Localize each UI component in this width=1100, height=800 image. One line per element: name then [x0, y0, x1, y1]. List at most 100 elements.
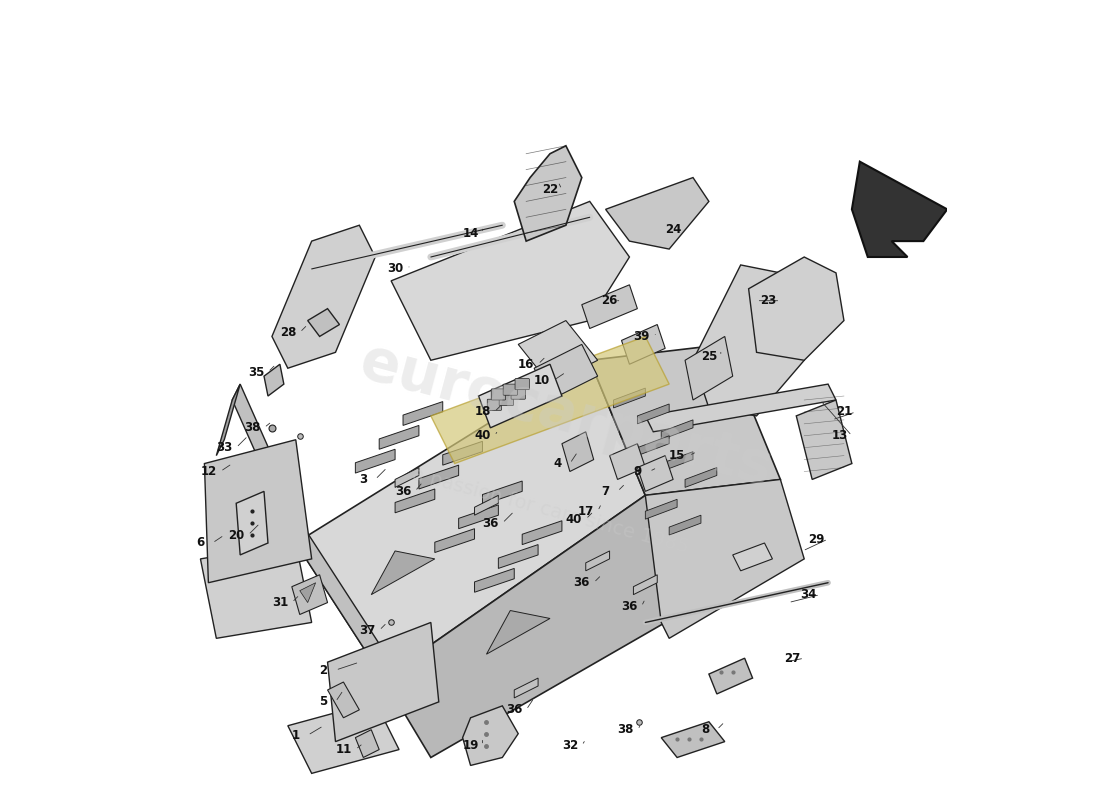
Polygon shape	[515, 146, 582, 241]
Polygon shape	[586, 551, 609, 571]
Polygon shape	[272, 226, 375, 368]
Text: 23: 23	[760, 294, 777, 307]
Text: 36: 36	[482, 517, 498, 530]
Polygon shape	[606, 178, 708, 249]
Text: 36: 36	[621, 600, 638, 613]
Polygon shape	[637, 404, 669, 424]
Text: 2: 2	[319, 664, 328, 677]
Polygon shape	[434, 529, 474, 553]
Text: 34: 34	[800, 588, 816, 601]
Polygon shape	[518, 321, 597, 384]
Polygon shape	[661, 420, 693, 440]
Polygon shape	[693, 265, 804, 416]
Polygon shape	[515, 678, 538, 698]
Polygon shape	[264, 364, 284, 396]
Text: 12: 12	[200, 465, 217, 478]
Polygon shape	[328, 682, 360, 718]
Text: a passion for cars since 1985: a passion for cars since 1985	[409, 465, 691, 558]
Text: 31: 31	[272, 596, 288, 609]
Polygon shape	[669, 515, 701, 535]
Polygon shape	[646, 499, 678, 519]
Polygon shape	[474, 569, 515, 592]
Polygon shape	[372, 551, 434, 594]
Text: 29: 29	[808, 533, 824, 546]
Polygon shape	[590, 344, 780, 495]
Text: 18: 18	[474, 406, 491, 418]
Text: 8: 8	[701, 723, 710, 736]
Text: 21: 21	[836, 406, 852, 418]
FancyBboxPatch shape	[503, 384, 517, 395]
Polygon shape	[392, 202, 629, 360]
Text: 36: 36	[506, 703, 522, 716]
FancyBboxPatch shape	[499, 394, 514, 406]
Polygon shape	[308, 309, 340, 337]
Polygon shape	[205, 440, 311, 582]
Text: 4: 4	[553, 457, 562, 470]
Text: 38: 38	[244, 422, 261, 434]
Text: 5: 5	[319, 695, 328, 708]
Text: 37: 37	[360, 624, 375, 637]
Text: 20: 20	[228, 529, 244, 542]
Text: 27: 27	[784, 652, 801, 665]
FancyBboxPatch shape	[492, 389, 506, 400]
Text: 19: 19	[462, 739, 478, 752]
Polygon shape	[609, 444, 646, 479]
Text: 17: 17	[578, 505, 594, 518]
Polygon shape	[296, 360, 646, 678]
Polygon shape	[661, 722, 725, 758]
Polygon shape	[582, 285, 637, 329]
Text: 40: 40	[565, 513, 582, 526]
Text: 6: 6	[196, 537, 205, 550]
Polygon shape	[419, 465, 459, 489]
Text: 38: 38	[617, 723, 634, 736]
Polygon shape	[474, 495, 498, 515]
Text: 35: 35	[248, 366, 264, 378]
Polygon shape	[637, 436, 669, 456]
Polygon shape	[288, 702, 399, 774]
Text: 26: 26	[602, 294, 618, 307]
Polygon shape	[486, 610, 550, 654]
FancyBboxPatch shape	[512, 388, 526, 399]
Text: 15: 15	[669, 449, 685, 462]
Polygon shape	[395, 489, 434, 513]
Polygon shape	[300, 582, 316, 602]
Polygon shape	[483, 481, 522, 505]
Text: 3: 3	[360, 473, 367, 486]
Polygon shape	[851, 162, 947, 257]
Polygon shape	[646, 479, 804, 638]
Polygon shape	[217, 384, 240, 456]
Polygon shape	[733, 543, 772, 571]
Polygon shape	[200, 543, 311, 638]
Polygon shape	[661, 452, 693, 471]
Polygon shape	[236, 491, 268, 555]
Text: 33: 33	[217, 441, 232, 454]
Text: 13: 13	[832, 430, 848, 442]
Text: eurocarparts: eurocarparts	[353, 334, 779, 498]
Text: 25: 25	[701, 350, 717, 363]
Text: 39: 39	[634, 330, 649, 343]
Polygon shape	[355, 730, 380, 758]
Text: 16: 16	[518, 358, 535, 370]
Text: 14: 14	[462, 226, 478, 240]
Text: 24: 24	[666, 222, 681, 236]
Polygon shape	[442, 442, 483, 465]
Polygon shape	[355, 450, 395, 473]
Polygon shape	[522, 521, 562, 545]
FancyBboxPatch shape	[487, 399, 502, 410]
Text: 1: 1	[292, 729, 300, 742]
Polygon shape	[463, 706, 518, 766]
Polygon shape	[562, 432, 594, 471]
Text: 30: 30	[387, 262, 404, 275]
Text: 40: 40	[474, 430, 491, 442]
FancyBboxPatch shape	[515, 378, 529, 390]
Polygon shape	[379, 426, 419, 450]
Polygon shape	[395, 467, 419, 487]
Polygon shape	[685, 467, 717, 487]
Polygon shape	[478, 364, 562, 428]
Text: 36: 36	[395, 485, 411, 498]
Polygon shape	[621, 325, 665, 364]
Text: 11: 11	[336, 743, 352, 756]
Polygon shape	[459, 505, 498, 529]
Text: 36: 36	[573, 576, 590, 590]
Polygon shape	[328, 622, 439, 742]
